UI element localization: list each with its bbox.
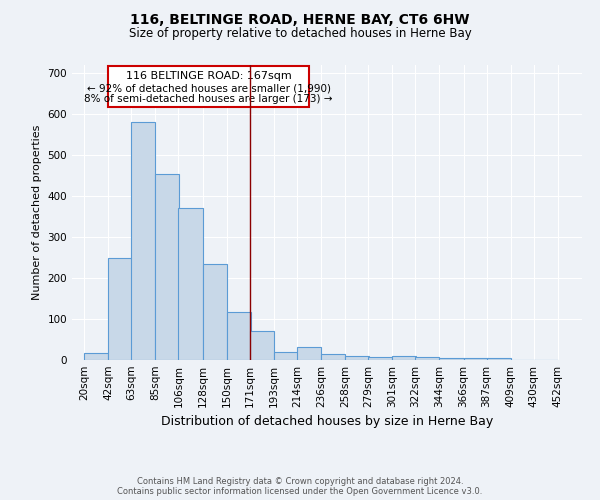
Bar — [487, 358, 511, 360]
Text: 116, BELTINGE ROAD, HERNE BAY, CT6 6HW: 116, BELTINGE ROAD, HERNE BAY, CT6 6HW — [130, 12, 470, 26]
Bar — [227, 312, 251, 360]
Bar — [155, 174, 179, 360]
Text: 116 BELTINGE ROAD: 167sqm: 116 BELTINGE ROAD: 167sqm — [125, 70, 292, 81]
Bar — [108, 258, 133, 360]
Bar — [131, 122, 155, 360]
Text: Contains public sector information licensed under the Open Government Licence v3: Contains public sector information licen… — [118, 487, 482, 496]
X-axis label: Distribution of detached houses by size in Herne Bay: Distribution of detached houses by size … — [161, 416, 493, 428]
Bar — [203, 264, 227, 360]
Bar — [84, 353, 108, 360]
Bar — [464, 358, 488, 360]
Bar — [297, 348, 321, 360]
Bar — [392, 356, 416, 360]
Bar — [250, 332, 274, 360]
Bar — [345, 356, 369, 360]
Text: Size of property relative to detached houses in Herne Bay: Size of property relative to detached ho… — [128, 28, 472, 40]
Bar — [415, 356, 439, 360]
Text: ← 92% of detached houses are smaller (1,990): ← 92% of detached houses are smaller (1,… — [86, 83, 331, 93]
FancyBboxPatch shape — [108, 66, 309, 107]
Bar — [178, 208, 203, 360]
Bar — [368, 357, 392, 360]
Bar — [274, 352, 298, 360]
Bar — [439, 358, 464, 360]
Text: Contains HM Land Registry data © Crown copyright and database right 2024.: Contains HM Land Registry data © Crown c… — [137, 477, 463, 486]
Text: 8% of semi-detached houses are larger (173) →: 8% of semi-detached houses are larger (1… — [84, 94, 333, 104]
Bar — [321, 354, 345, 360]
Y-axis label: Number of detached properties: Number of detached properties — [32, 125, 42, 300]
